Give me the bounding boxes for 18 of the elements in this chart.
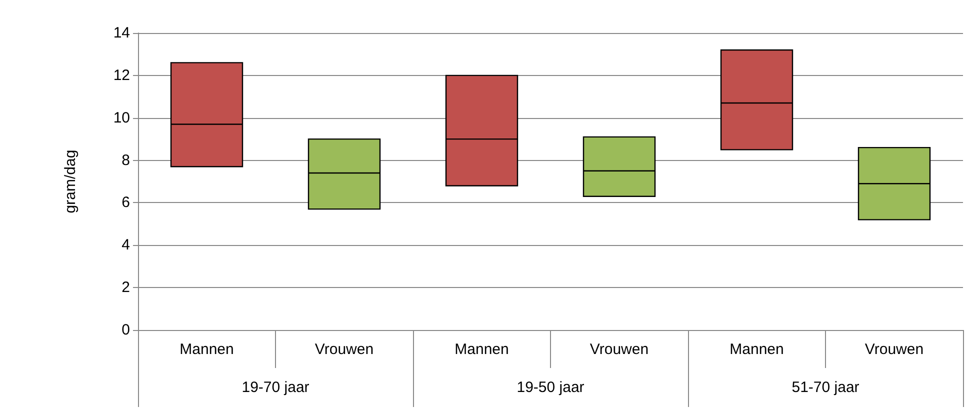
- x-tick-label: Vrouwen: [314, 341, 374, 358]
- y-tick-label: 8: [122, 152, 130, 169]
- y-tick-label: 6: [122, 194, 130, 212]
- text: 19-70 jaar: [242, 379, 310, 396]
- y-tick-label: 10: [113, 109, 130, 126]
- x-tick-label: Mannen: [180, 341, 234, 358]
- x-tick-label: Mannen: [454, 341, 509, 358]
- y-tick-label: 2: [122, 279, 130, 296]
- y-axis-title: gram/dag: [62, 150, 79, 214]
- y-tick-label: 12: [113, 66, 130, 84]
- y-tick-label: 4: [122, 236, 130, 254]
- y-tick-label: 14: [113, 24, 130, 42]
- x-tick-label: Vrouwen: [864, 341, 924, 358]
- y-tick-label: 0: [122, 322, 130, 338]
- text: 19-50 jaar: [516, 379, 584, 396]
- x-tick-label: Vrouwen: [590, 341, 649, 358]
- text: 51-70 jaar: [792, 379, 860, 396]
- x-tick-label: Mannen: [730, 341, 784, 358]
